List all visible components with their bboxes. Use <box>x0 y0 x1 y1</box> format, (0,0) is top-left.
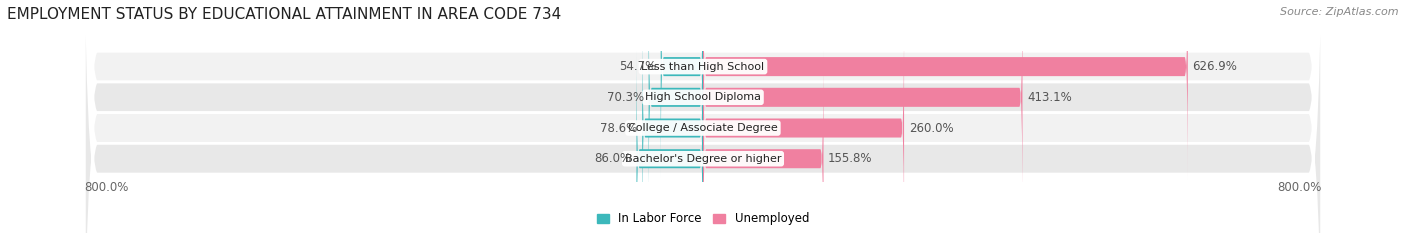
Text: 70.3%: 70.3% <box>607 91 644 104</box>
Text: 260.0%: 260.0% <box>908 122 953 134</box>
Text: 86.0%: 86.0% <box>595 152 631 165</box>
Text: High School Diploma: High School Diploma <box>645 92 761 102</box>
Legend: In Labor Force, Unemployed: In Labor Force, Unemployed <box>598 212 808 225</box>
Text: Source: ZipAtlas.com: Source: ZipAtlas.com <box>1281 7 1399 17</box>
Text: EMPLOYMENT STATUS BY EDUCATIONAL ATTAINMENT IN AREA CODE 734: EMPLOYMENT STATUS BY EDUCATIONAL ATTAINM… <box>7 7 561 22</box>
Text: 626.9%: 626.9% <box>1192 60 1237 73</box>
FancyBboxPatch shape <box>84 0 1322 233</box>
FancyBboxPatch shape <box>637 45 703 233</box>
Text: College / Associate Degree: College / Associate Degree <box>628 123 778 133</box>
FancyBboxPatch shape <box>643 15 703 233</box>
FancyBboxPatch shape <box>703 0 1022 211</box>
FancyBboxPatch shape <box>703 15 904 233</box>
Text: 155.8%: 155.8% <box>828 152 873 165</box>
Text: 800.0%: 800.0% <box>84 181 129 194</box>
Text: 800.0%: 800.0% <box>1277 181 1322 194</box>
FancyBboxPatch shape <box>84 0 1322 233</box>
FancyBboxPatch shape <box>84 0 1322 233</box>
FancyBboxPatch shape <box>84 0 1322 233</box>
FancyBboxPatch shape <box>648 0 703 211</box>
Text: 78.6%: 78.6% <box>600 122 637 134</box>
Text: Bachelor's Degree or higher: Bachelor's Degree or higher <box>624 154 782 164</box>
Text: 54.7%: 54.7% <box>619 60 657 73</box>
FancyBboxPatch shape <box>703 0 1188 180</box>
Text: Less than High School: Less than High School <box>641 62 765 72</box>
Text: 413.1%: 413.1% <box>1028 91 1071 104</box>
FancyBboxPatch shape <box>703 45 824 233</box>
FancyBboxPatch shape <box>661 0 703 180</box>
